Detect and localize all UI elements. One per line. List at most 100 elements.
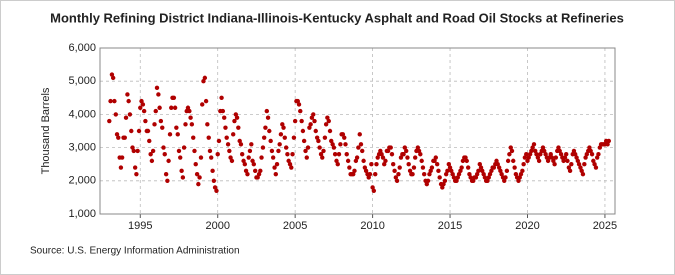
point	[116, 135, 121, 140]
point	[327, 128, 333, 134]
y-tick-label: 6,000	[68, 42, 96, 54]
point	[166, 158, 171, 164]
point	[487, 171, 493, 177]
x-tick-label: 2010	[360, 220, 384, 232]
point	[410, 171, 415, 177]
point	[323, 122, 329, 127]
point	[169, 105, 174, 110]
point	[436, 168, 441, 174]
point	[241, 158, 246, 164]
point	[447, 165, 453, 170]
point	[139, 98, 144, 104]
point	[605, 142, 610, 147]
point	[582, 162, 587, 167]
point	[180, 175, 186, 180]
point	[437, 175, 442, 180]
point	[243, 168, 249, 174]
point	[160, 125, 165, 130]
point	[249, 142, 254, 147]
point	[272, 165, 277, 170]
point	[214, 188, 219, 193]
point	[502, 178, 507, 183]
point	[531, 142, 537, 147]
point	[516, 178, 521, 183]
point	[205, 122, 210, 127]
point	[234, 115, 240, 120]
point	[521, 162, 526, 167]
point	[415, 145, 421, 150]
point	[543, 152, 548, 157]
x-tick-label: 1995	[128, 220, 152, 232]
point	[446, 162, 452, 167]
point	[567, 168, 573, 174]
point	[579, 168, 584, 174]
point	[404, 148, 409, 154]
point	[154, 85, 160, 91]
point	[246, 155, 251, 160]
point	[398, 155, 404, 160]
point	[480, 168, 485, 174]
point	[385, 148, 391, 154]
point	[367, 171, 373, 177]
y-tick-label: 2,000	[68, 175, 96, 187]
point	[162, 152, 167, 157]
point	[344, 152, 349, 157]
point	[511, 158, 516, 164]
point	[584, 152, 590, 157]
point	[326, 118, 331, 124]
point	[207, 148, 213, 154]
point	[211, 178, 217, 183]
point	[416, 148, 422, 154]
point	[295, 98, 300, 104]
point	[140, 102, 146, 107]
point	[267, 128, 272, 134]
point	[281, 125, 286, 130]
point	[176, 148, 182, 154]
point	[360, 148, 365, 154]
point	[174, 125, 179, 130]
point	[153, 108, 158, 114]
point	[256, 171, 262, 177]
point	[569, 162, 574, 167]
point	[512, 165, 517, 170]
point	[149, 158, 155, 164]
point	[188, 115, 193, 120]
point	[572, 152, 578, 157]
point	[509, 148, 515, 154]
point	[317, 145, 322, 150]
point	[268, 138, 273, 144]
point	[305, 145, 311, 150]
point	[290, 152, 295, 157]
point	[465, 165, 471, 170]
point	[473, 175, 479, 180]
point	[380, 155, 386, 160]
point	[571, 148, 577, 154]
point	[181, 145, 187, 150]
point	[247, 148, 253, 154]
point	[566, 165, 572, 170]
point	[134, 171, 139, 177]
point	[548, 152, 553, 157]
point	[194, 171, 200, 177]
point	[260, 145, 266, 150]
point	[419, 158, 424, 164]
point	[332, 152, 338, 157]
point	[351, 171, 356, 177]
point	[325, 115, 330, 120]
source: Source: U.S. Energy Information Administ…	[30, 246, 240, 257]
point	[394, 178, 400, 183]
point	[481, 171, 486, 177]
point	[219, 95, 224, 101]
point	[588, 148, 593, 154]
point	[593, 165, 599, 170]
point	[459, 165, 464, 170]
point	[192, 148, 197, 154]
point	[259, 155, 264, 160]
point	[464, 158, 469, 164]
point	[110, 75, 116, 81]
x-tick-label: 2025	[593, 220, 617, 232]
point	[114, 132, 120, 137]
point	[185, 105, 191, 110]
